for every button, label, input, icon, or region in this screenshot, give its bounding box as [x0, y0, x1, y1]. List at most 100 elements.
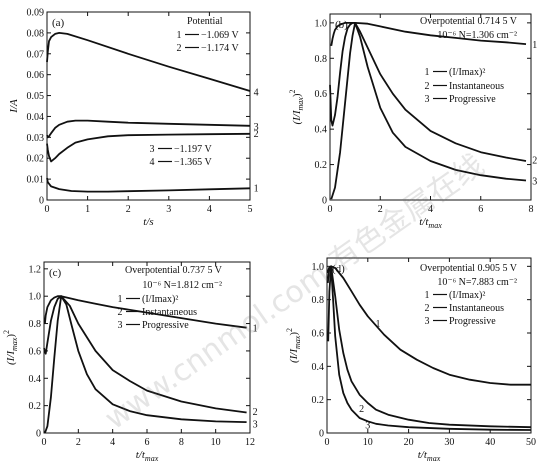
y-tick-label: 0.4	[29, 374, 42, 385]
y-axis-label: (I/Imax)2	[285, 328, 302, 363]
legend-number: 1	[118, 294, 123, 305]
x-tick-label: 2	[126, 204, 131, 215]
legend-entry: −1.365 V	[174, 157, 212, 168]
legend-number: 3	[425, 316, 430, 327]
legend-number: 1	[425, 67, 430, 78]
legend-number: 4	[150, 157, 155, 168]
info-text: Overpotential 0.714 5 V	[420, 16, 518, 27]
curve-label: 2	[532, 155, 537, 166]
y-tick-label: 0.6	[312, 329, 325, 340]
x-axis-label: t/tmax	[418, 449, 441, 462]
y-tick-label: 0.02	[27, 154, 45, 165]
x-tick-label: 10	[211, 437, 221, 448]
legend-entry: Instantaneous	[449, 81, 504, 92]
plot-frame-d	[326, 257, 532, 434]
series-line-2	[46, 132, 251, 163]
curve-label: 2	[254, 129, 259, 140]
y-tick-label: 0.01	[27, 175, 45, 186]
x-tick-label: 10	[363, 437, 373, 448]
y-tick-label: 0	[319, 429, 324, 440]
legend-entry: (I/Imax)²	[449, 290, 485, 301]
legend-entry: −1.174 V	[201, 43, 239, 54]
y-tick-label: 0	[39, 196, 44, 207]
y-tick-label: 0.07	[27, 49, 45, 60]
series-line-1	[326, 265, 531, 386]
legend-entry: Progressive	[449, 94, 496, 105]
y-tick-label: 0.04	[27, 112, 45, 123]
series-line-4	[46, 32, 251, 92]
legend-entry: Progressive	[142, 320, 189, 331]
curve-label: 3	[532, 177, 537, 188]
y-tick-label: 1.0	[312, 262, 325, 273]
curve-label: 1	[254, 183, 259, 194]
panel-a: 0 1 2 3 4 500.010.020.030.040.050.060.070.080…	[8, 8, 259, 229]
x-axis-label: t/tmax	[419, 216, 442, 230]
panel-b: 0 2 4 6 800.20.40.60.81.0t/tmax(I/Imax)2(b)1…	[288, 13, 537, 230]
info-text: Overpotential 0.905 5 V	[420, 263, 518, 274]
legend-entry: Instantaneous	[449, 303, 504, 314]
y-tick-label: 0.08	[27, 28, 45, 39]
series-line-3	[44, 295, 247, 434]
y-tick-label: 1.0	[315, 18, 328, 29]
x-axis-label: t/tmax	[136, 449, 159, 462]
x-tick-label: 50	[526, 437, 536, 448]
legend-number: 3	[118, 320, 123, 331]
panels: 0 1 2 3 4 500.010.020.030.040.050.060.070.080…	[2, 8, 537, 462]
y-tick-label: 0.2	[315, 160, 328, 171]
x-tick-label: 0	[328, 204, 333, 215]
panel-c: 0 2 4 6 8 10 1200.20.40.60.81.01.2t/tmax(I/Ima…	[2, 261, 258, 462]
legend-entry: (I/Imax)²	[142, 294, 178, 305]
series-line-1	[46, 177, 251, 193]
y-tick-label: 0.4	[312, 362, 325, 373]
y-tick-label: 0.6	[315, 89, 328, 100]
plot-frame-a	[46, 11, 251, 201]
series-line-3	[327, 265, 532, 431]
panel-d: 0 10 20 30 40 50 0 0.2 0.4 0.6 0.8 1.0 t/tmax (I/Imax…	[285, 257, 536, 462]
y-tick-label: 0.6	[29, 346, 42, 357]
legend-entry: Progressive	[449, 316, 496, 327]
x-tick-label: 0	[45, 204, 50, 215]
x-tick-label: 8	[529, 204, 534, 215]
x-tick-label: 3	[166, 204, 171, 215]
curve-label: 3	[254, 122, 259, 133]
info-text: 10⁻⁶ N=7.883 cm⁻²	[437, 277, 517, 288]
legend-entry: (I/Imax)²	[449, 67, 485, 78]
y-tick-label: 0.09	[27, 8, 45, 19]
x-tick-label: 8	[179, 437, 184, 448]
x-tick-label: 30	[444, 437, 454, 448]
legend-number: 2	[425, 303, 430, 314]
x-tick-label: 40	[485, 437, 495, 448]
panel-label: (d)	[332, 263, 345, 275]
y-tick-label: 0.05	[27, 91, 45, 102]
legend-entry: −1.197 V	[174, 144, 212, 155]
info-text: 10⁻⁶ N=1.812 cm⁻²	[142, 280, 222, 291]
series-line-1	[43, 295, 247, 355]
legend-entry: Instantaneous	[142, 307, 197, 318]
y-axis-label: (I/Imax)2	[2, 330, 19, 365]
panel-label: (c)	[49, 267, 62, 279]
x-tick-label: 0	[42, 437, 47, 448]
y-tick-label: 0.2	[312, 395, 325, 406]
x-tick-label: 20	[404, 437, 414, 448]
legend-number: 2	[177, 43, 182, 54]
legend-title: Potential	[187, 16, 223, 27]
series-line-2	[330, 21, 527, 162]
panel-label: (a)	[52, 17, 65, 29]
y-tick-label: 1.2	[29, 264, 42, 275]
y-tick-label: 0.06	[27, 70, 45, 81]
x-tick-label: 4	[110, 437, 115, 448]
y-tick-label: 1.0	[29, 292, 42, 303]
curve-label: 2	[253, 407, 258, 418]
legend-number: 1	[425, 290, 430, 301]
y-axis-label: (I/Imax)2	[288, 89, 305, 124]
curve-label: 3	[365, 421, 370, 432]
x-axis-label: t/s	[143, 216, 153, 228]
curve-label: 3	[253, 419, 258, 430]
series-line-3	[46, 119, 251, 139]
curve-label: 1	[253, 324, 258, 335]
x-tick-label: 2	[378, 204, 383, 215]
legend-number: 1	[177, 30, 182, 41]
info-text: Overpotential 0.737 5 V	[125, 265, 223, 276]
series-line-3	[330, 21, 527, 200]
